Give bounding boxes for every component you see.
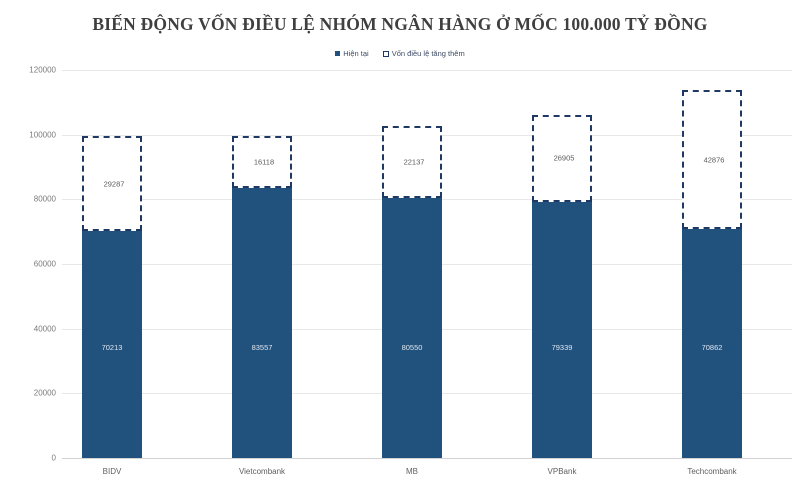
solid-square-icon (335, 51, 341, 57)
bar-value-additional: 42876 (703, 155, 725, 165)
xtick-label-bidv: BIDV (102, 467, 122, 476)
ytick-label: 40000 (33, 324, 56, 334)
chart-title: BIẾN ĐỘNG VỐN ĐIỀU LỆ NHÓM NGÂN HÀNG Ở M… (92, 14, 708, 34)
bar-segment-additional[interactable]: 29287 (82, 136, 142, 232)
ytick-label: 60000 (33, 259, 56, 269)
legend-label-current: Hiện tại (343, 49, 369, 58)
bar-segment-additional[interactable]: 26905 (532, 114, 592, 202)
xtick-label-vietcombank: Vietcombank (238, 467, 286, 476)
gridline-120000: 120000 (29, 66, 792, 75)
bar-segment-current[interactable] (682, 228, 742, 458)
bar-segment-additional[interactable]: 22137 (382, 126, 442, 198)
bar-value-additional: 29287 (103, 179, 125, 189)
bar-value-current: 80550 (401, 343, 423, 352)
bar-segment-additional[interactable]: 42876 (682, 90, 742, 229)
bar-value-additional: 16118 (253, 157, 275, 167)
ytick-label: 20000 (33, 388, 56, 398)
bar-segment-current[interactable] (82, 231, 142, 458)
bar-value-current: 70862 (701, 343, 723, 352)
bar-value-current: 70213 (101, 343, 123, 352)
bar-value-current: 83557 (251, 343, 273, 352)
legend-item-additional[interactable]: Vốn điều lệ tăng thêm (382, 49, 465, 58)
chart-legend: Hiện tại Vốn điều lệ tăng thêm (0, 50, 800, 58)
dashed-square-icon (382, 50, 389, 57)
xtick-label-vpbank: VPBank (547, 467, 577, 476)
axis-baseline: 0 (52, 454, 792, 463)
ytick-label: 0 (51, 453, 56, 463)
ytick-label: 120000 (29, 65, 56, 75)
legend-item-current[interactable]: Hiện tại (335, 49, 369, 58)
bar-value-current: 79339 (551, 343, 573, 352)
legend-label-additional: Vốn điều lệ tăng thêm (391, 49, 465, 58)
bar-segment-current[interactable] (232, 187, 292, 458)
plot-area: 120000 100000 80000 60000 40000 20000 0 … (29, 66, 792, 476)
bar-value-additional: 26905 (553, 153, 575, 163)
ytick-label: 100000 (29, 130, 56, 140)
ytick-label: 80000 (33, 194, 56, 204)
xtick-label-mb: MB (406, 467, 418, 476)
bar-value-additional: 22137 (403, 157, 425, 167)
bar-segment-current[interactable] (532, 201, 592, 458)
bar-segment-current[interactable] (382, 197, 442, 458)
xtick-label-techcombank: Techcombank (687, 467, 737, 476)
bar-segment-additional[interactable]: 16118 (232, 135, 292, 188)
